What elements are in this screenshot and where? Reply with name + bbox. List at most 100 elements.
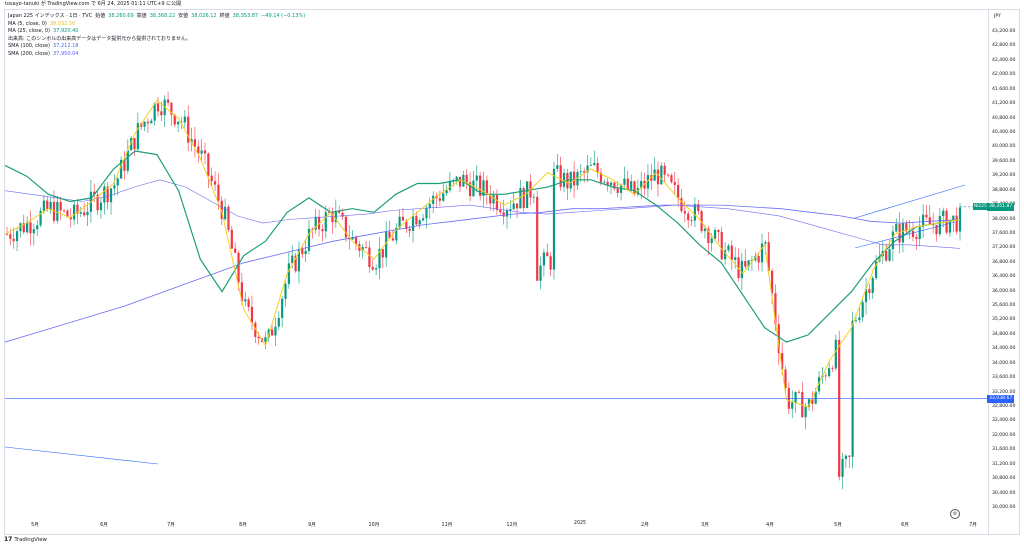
candle-body — [482, 180, 485, 196]
candle-body — [479, 175, 482, 196]
y-tick-label: 31,600.00 — [992, 447, 1016, 453]
candle-body — [36, 225, 39, 230]
candle-body — [831, 368, 834, 370]
close-value: 38,353.87 — [232, 13, 259, 19]
candle-body — [955, 215, 958, 232]
candle-body — [791, 402, 794, 409]
legend-ma25-row[interactable]: MA (25, close, 0) 37,920.40 — [8, 28, 305, 36]
candle-body — [875, 261, 878, 278]
candle-body — [113, 185, 116, 189]
candle-body — [277, 318, 280, 327]
candle-body — [663, 165, 666, 175]
candle-body — [411, 216, 415, 231]
legend-sma200-row[interactable]: SMA (200, close) 37,950.04 — [8, 51, 305, 59]
candle-body — [505, 210, 509, 217]
y-tick-label: 37,200.00 — [992, 245, 1016, 251]
candle-body — [717, 229, 720, 232]
candle-body — [351, 237, 354, 240]
candle-body — [905, 223, 908, 232]
x-tick-label: 9月 — [308, 523, 316, 528]
candle-body — [106, 186, 109, 203]
candle-body — [69, 217, 72, 220]
sma200-label: SMA (200, close) — [8, 50, 50, 57]
candles — [5, 91, 962, 490]
candle-body — [254, 322, 257, 337]
price-axis[interactable] — [988, 9, 1021, 535]
candle-body — [512, 203, 515, 210]
candle-body — [324, 212, 327, 232]
candle-body — [599, 172, 603, 183]
volume-note: 出来高: このシンボルの出来高データはデータ提供元から提供されておりません。 — [8, 35, 191, 42]
candle-body — [841, 458, 844, 477]
x-tick-label: 6月 — [100, 523, 108, 528]
candle-body — [727, 245, 730, 251]
candle-body — [217, 184, 220, 201]
candle-body — [784, 369, 787, 388]
candle-body — [119, 159, 123, 179]
candle-body — [868, 289, 871, 293]
candle-body — [321, 229, 324, 232]
candle-body — [828, 368, 831, 377]
chart-frame[interactable] — [4, 9, 1020, 535]
candle-body — [173, 114, 176, 125]
candle-body — [425, 207, 428, 219]
candle-body — [26, 222, 29, 233]
candle-body — [885, 251, 888, 261]
y-tick-label: 35,200.00 — [992, 317, 1016, 323]
sma200-value: 37,950.04 — [53, 50, 79, 57]
candle-body — [177, 121, 180, 125]
candle-body — [838, 339, 841, 477]
candle-body — [626, 178, 629, 190]
candle-body — [371, 266, 374, 270]
price-chart[interactable] — [5, 10, 988, 520]
candle-body — [445, 190, 448, 194]
candle-body — [928, 217, 931, 225]
candle-body — [495, 195, 499, 210]
candle-body — [861, 302, 864, 318]
y-tick-label: 39,600.00 — [992, 158, 1016, 164]
high-label: 高値 — [136, 13, 147, 19]
published-by-text: tosayo-tanuki が TradingView.com で 6月 24,… — [5, 1, 182, 7]
x-tick-label: 6月 — [901, 523, 909, 528]
candle-body — [532, 196, 535, 198]
candle-body — [713, 229, 717, 239]
candle-body — [901, 223, 905, 243]
candle-body — [22, 223, 25, 233]
candle-body — [502, 212, 505, 217]
candle-body — [79, 212, 82, 214]
candle-body — [677, 184, 680, 199]
candle-body — [341, 212, 344, 217]
legend-ma5-row[interactable]: MA (5, close, 0) 38,032.56 — [8, 21, 305, 29]
candle-body — [593, 162, 596, 165]
y-tick-label: 33,600.00 — [992, 375, 1016, 381]
sma100-label: SMA (100, close) — [8, 43, 50, 50]
candle-body — [354, 237, 358, 245]
candle-body — [304, 250, 307, 255]
candle-body — [83, 212, 86, 216]
tradingview-logo[interactable]: 17 TradingView — [4, 536, 47, 543]
candle-body — [391, 238, 394, 241]
candle-body — [19, 223, 22, 232]
candle-body — [270, 329, 274, 336]
candle-body — [666, 174, 670, 176]
candle-body — [858, 317, 861, 321]
candle-body — [76, 204, 79, 214]
candle-body — [9, 234, 12, 239]
candle-body — [331, 212, 334, 223]
candle-body — [86, 211, 89, 216]
currency-label: JPY — [994, 14, 1001, 19]
candle-body — [281, 298, 284, 319]
gear-icon[interactable]: ⚙ — [950, 509, 960, 519]
candle-body — [364, 247, 368, 248]
candle-body — [697, 204, 700, 212]
legend-sma100-row[interactable]: SMA (100, close) 37,212.18 — [8, 43, 305, 51]
candle-body — [871, 277, 874, 293]
candle-body — [442, 193, 445, 201]
candle-body — [807, 399, 811, 407]
candle-body — [418, 220, 421, 225]
candle-body — [549, 256, 552, 270]
candle-body — [854, 320, 858, 321]
candle-body — [948, 220, 952, 233]
symbol-title[interactable]: Japan 225 インデックス · 1日 · TVC — [8, 13, 93, 19]
y-tick-label: 41,200.00 — [992, 101, 1016, 107]
